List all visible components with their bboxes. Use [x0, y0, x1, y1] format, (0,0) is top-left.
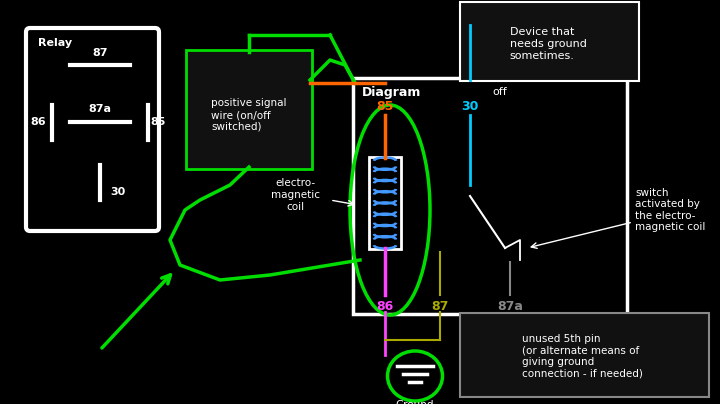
Text: 87: 87: [431, 300, 449, 313]
Text: Diagram: Diagram: [362, 86, 421, 99]
FancyBboxPatch shape: [353, 78, 627, 314]
Text: Ground: Ground: [396, 400, 434, 404]
Text: 85: 85: [150, 117, 166, 127]
Text: 30: 30: [462, 100, 479, 113]
Text: 87a: 87a: [89, 104, 112, 114]
FancyBboxPatch shape: [26, 28, 159, 231]
Text: positive signal
wire (on/off
switched): positive signal wire (on/off switched): [211, 99, 287, 132]
FancyBboxPatch shape: [186, 50, 312, 169]
FancyBboxPatch shape: [369, 157, 401, 249]
Text: switch
activated by
the electro-
magnetic coil: switch activated by the electro- magneti…: [635, 187, 706, 232]
Text: unused 5th pin
(or alternate means of
giving ground
connection - if needed): unused 5th pin (or alternate means of gi…: [521, 334, 642, 379]
FancyBboxPatch shape: [460, 313, 709, 397]
Text: 85: 85: [377, 100, 394, 113]
FancyBboxPatch shape: [460, 2, 639, 81]
Text: Device that
needs ground
sometimes.: Device that needs ground sometimes.: [510, 27, 586, 61]
Text: 86: 86: [377, 300, 394, 313]
Text: 30: 30: [110, 187, 125, 197]
Text: off: off: [492, 87, 508, 97]
Text: 87a: 87a: [497, 300, 523, 313]
Text: Relay: Relay: [38, 38, 72, 48]
Text: 86: 86: [30, 117, 46, 127]
Text: 87: 87: [92, 48, 108, 58]
Text: electro-
magnetic
coil: electro- magnetic coil: [271, 179, 320, 212]
